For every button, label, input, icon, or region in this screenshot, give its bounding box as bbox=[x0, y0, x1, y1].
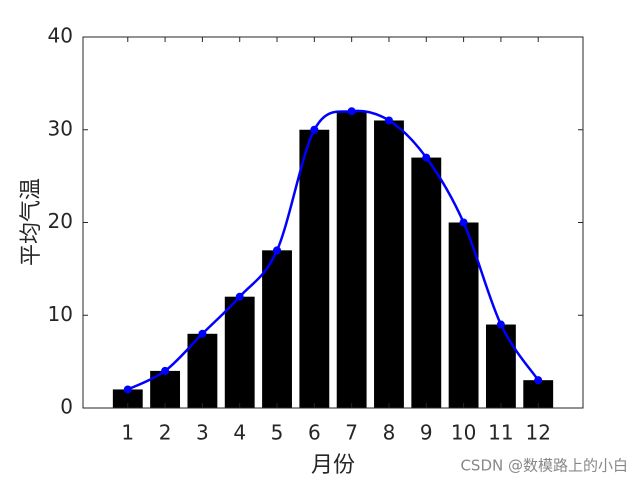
bar bbox=[187, 333, 218, 408]
x-tick-label: 12 bbox=[525, 421, 550, 445]
x-tick-label: 3 bbox=[196, 421, 209, 445]
x-tick-label: 5 bbox=[271, 421, 284, 445]
y-axis-label: 平均气温 bbox=[19, 178, 44, 266]
marker bbox=[422, 153, 431, 162]
y-tick-label: 10 bbox=[48, 302, 73, 326]
bar bbox=[112, 389, 143, 408]
x-tick-label: 10 bbox=[451, 421, 476, 445]
marker bbox=[496, 320, 505, 329]
x-tick-label: 4 bbox=[233, 421, 246, 445]
x-tick-label: 9 bbox=[420, 421, 433, 445]
bar bbox=[374, 120, 404, 408]
marker bbox=[459, 218, 468, 227]
bar bbox=[448, 222, 479, 408]
marker bbox=[198, 329, 207, 338]
x-tick-label: 8 bbox=[383, 421, 396, 445]
y-tick-label: 40 bbox=[48, 24, 73, 48]
marker bbox=[273, 246, 282, 255]
y-tick-label: 0 bbox=[60, 395, 73, 419]
marker bbox=[161, 366, 170, 375]
bar bbox=[224, 296, 255, 408]
y-tick-label: 20 bbox=[48, 209, 73, 233]
x-tick-label: 6 bbox=[308, 421, 321, 445]
marker bbox=[384, 116, 393, 125]
y-tick-label: 30 bbox=[48, 116, 73, 140]
x-tick-label: 7 bbox=[345, 421, 358, 445]
x-tick-label: 1 bbox=[121, 421, 134, 445]
marker bbox=[123, 385, 132, 394]
marker bbox=[310, 125, 319, 134]
marker bbox=[534, 376, 543, 385]
marker bbox=[347, 107, 356, 116]
bar bbox=[411, 157, 442, 408]
watermark: CSDN @数模路上的小白 bbox=[460, 457, 628, 475]
bar bbox=[262, 250, 292, 408]
marker bbox=[235, 292, 244, 301]
x-axis-label: 月份 bbox=[311, 453, 355, 478]
bar bbox=[336, 111, 367, 408]
x-tick-label: 11 bbox=[488, 421, 513, 445]
bar bbox=[485, 324, 516, 408]
x-tick-label: 2 bbox=[159, 421, 172, 445]
bar bbox=[299, 129, 330, 408]
